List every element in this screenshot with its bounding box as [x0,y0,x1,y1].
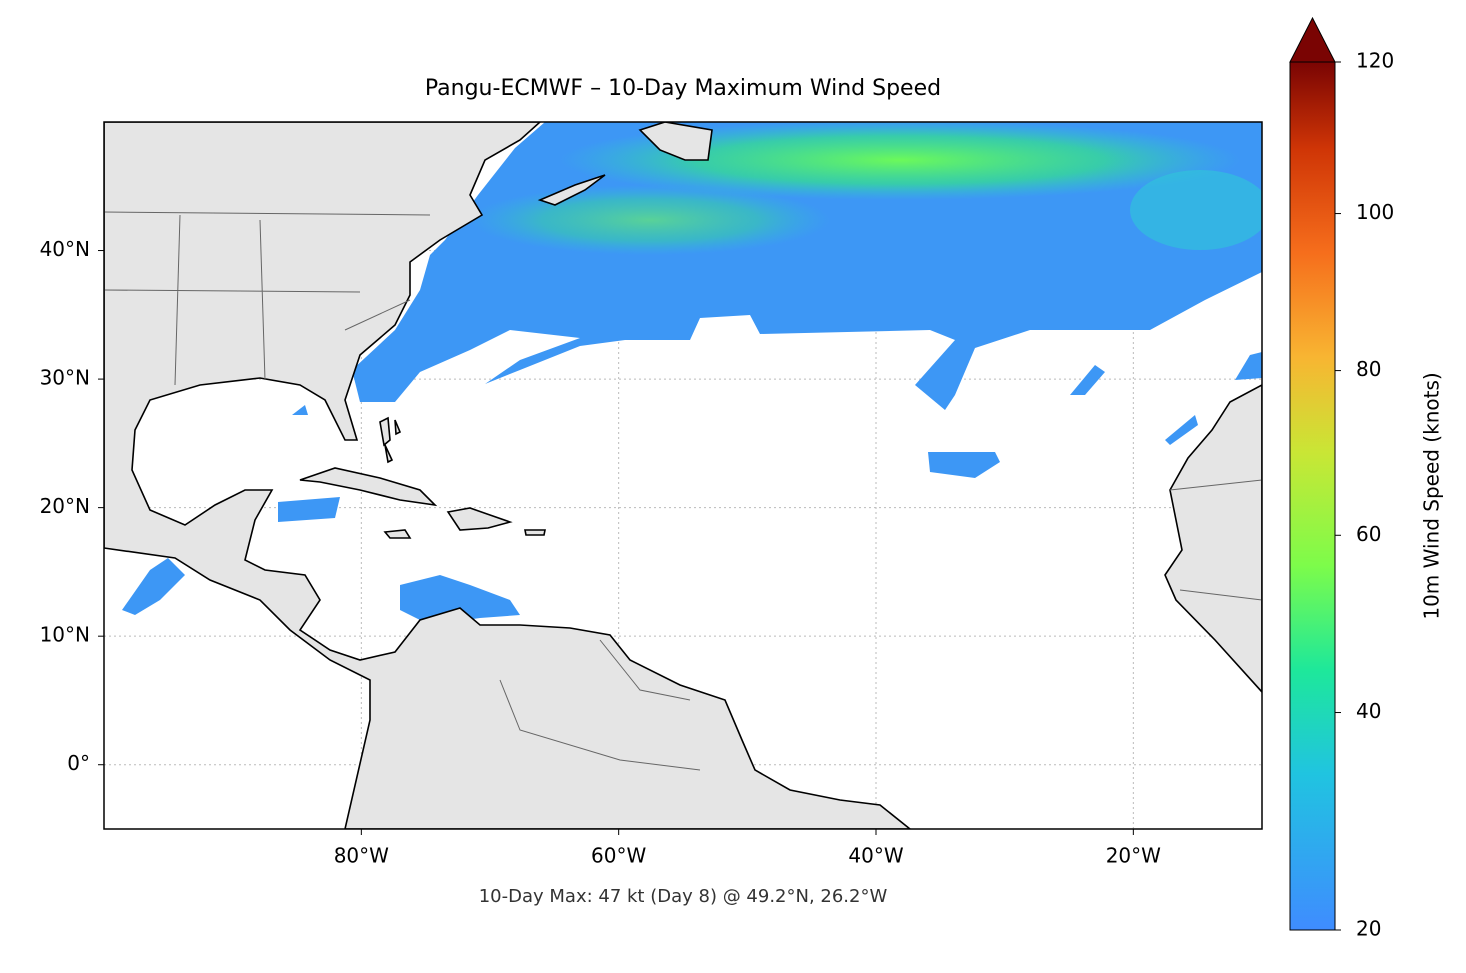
chart-title: Pangu-ECMWF – 10-Day Maximum Wind Speed [425,76,941,101]
colorbar-tick-label: 20 [1356,917,1381,941]
y-tick-label: 10°N [40,623,90,647]
x-tick-label: 80°W [334,844,389,868]
map-frame [103,121,1263,830]
wind-max-zone [560,122,1240,200]
x-tick-label: 40°W [848,844,903,868]
africa [1164,384,1262,694]
americas [104,122,912,829]
wind-patch [928,452,1000,478]
x-tick-label: 60°W [591,844,646,868]
land [104,122,1262,829]
wind-zone [1130,170,1262,250]
jamaica [383,529,412,539]
colorbar-tick-label: 120 [1356,49,1394,73]
wind-patch [1070,365,1105,395]
wind-patch [400,575,520,625]
colorbar-label: 10m Wind Speed (knots) [1420,372,1444,619]
hispaniola [446,507,513,531]
colorbar-bar [1289,61,1336,931]
cuba [299,467,438,507]
colorbar-tick-label: 40 [1356,699,1381,723]
borders [104,211,1262,771]
colorbar: 10m Wind Speed (knots) 20 40 60 80 100 120 [1289,16,1444,941]
y-tick-label: 0° [67,751,90,775]
border [104,211,431,386]
border [499,479,1262,771]
nova-scotia [537,174,606,206]
x-tick-label: 20°W [1106,844,1161,868]
bahamas [379,416,402,464]
wind-field [122,122,1262,625]
y-tick-label: 20°N [40,494,90,518]
wind-patch [122,558,185,615]
colorbar-tick-label: 60 [1356,522,1381,546]
wind-patch [278,497,340,522]
colorbar-tick-label: 80 [1356,357,1381,381]
wind-patch [1235,352,1262,380]
y-tick-label: 40°N [40,237,90,261]
puerto-rico [524,529,546,536]
colorbar-tick-label: 100 [1356,200,1394,224]
map-area [104,122,1262,829]
newfoundland [638,122,713,161]
wind-patch [292,405,308,415]
colorbar-extend [1289,16,1336,63]
annotation: 10-Day Max: 47 kt (Day 8) @ 49.2°N, 26.2… [479,886,888,907]
wind-max-zone [470,185,830,255]
y-tick-label: 30°N [40,366,90,390]
wind-patch [1165,415,1198,445]
